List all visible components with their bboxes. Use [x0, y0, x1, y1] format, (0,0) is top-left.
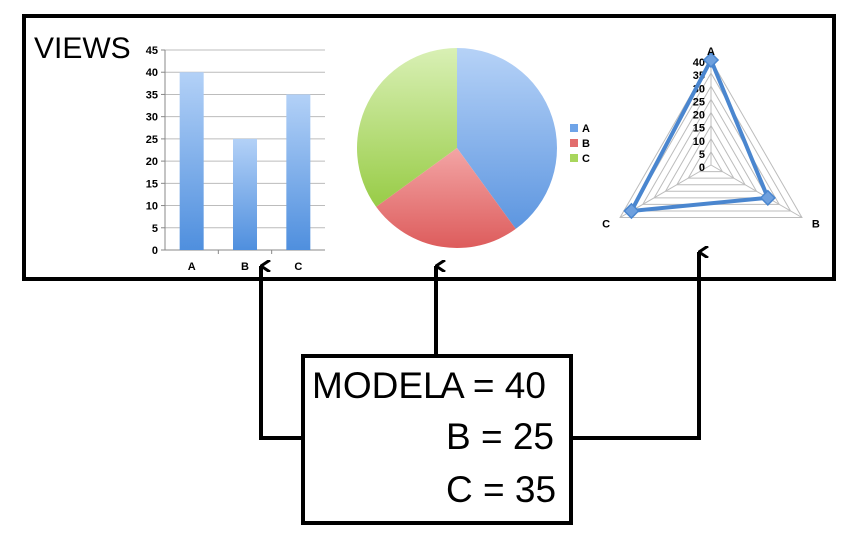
radar-point-a: [702, 51, 720, 69]
views-title: VIEWS: [34, 32, 131, 65]
bar-y-tick-label: 0: [152, 245, 158, 257]
arrow-to-bar-chart: [259, 266, 303, 440]
model-line-c: C = 35: [446, 469, 556, 510]
bar-y-tick-label: 15: [146, 178, 158, 190]
bar-y-tick-label: 40: [146, 67, 158, 79]
radar-grid-ring: [630, 72, 792, 212]
legend-swatch-c: [570, 154, 578, 162]
legend-label-b: B: [582, 138, 590, 150]
model-line-b: B = 25: [446, 416, 554, 457]
bar-y-tick-label: 5: [152, 223, 158, 235]
model-title: MODEL: [312, 365, 444, 406]
arrow-to-radar-chart: [571, 252, 699, 440]
radar-grid-ring: [698, 150, 724, 173]
bar-chart: 0 5 10 15 20 25 30 35 40 45 A B C: [146, 45, 325, 273]
radar-axis-label-b: B: [812, 219, 820, 231]
bar-x-tick-label: A: [188, 261, 196, 273]
radar-tick-label: 15: [693, 123, 705, 135]
legend-swatch-b: [570, 139, 578, 147]
radar-grid-ring: [687, 137, 735, 179]
bar-y-tick-label: 10: [146, 201, 158, 213]
legend-label-c: C: [582, 153, 590, 165]
pie-slice-c: [357, 48, 457, 207]
legend-label-a: A: [582, 123, 590, 135]
radar-point-c: [623, 202, 640, 220]
bar-x-tick-label: C: [294, 261, 302, 273]
radar-series-line: [629, 58, 770, 213]
bar-a: [179, 72, 204, 250]
bar-c: [286, 94, 311, 250]
radar-tick-label: 40: [693, 57, 705, 69]
pie-chart: [357, 48, 557, 248]
legend-swatch-a: [570, 124, 578, 132]
bar-b: [233, 138, 257, 250]
pie-slice-a: [457, 48, 557, 229]
radar-spoke: [710, 164, 803, 218]
pie-legend: ABC: [570, 123, 590, 165]
radar-grid-ring: [664, 111, 758, 192]
bar-y-tick-label: 20: [146, 156, 158, 168]
radar-tick-label: 25: [693, 96, 705, 108]
radar-point-b: [759, 189, 776, 206]
bar-y-tick-label: 45: [146, 45, 158, 57]
radar-tick-label: 10: [693, 136, 705, 148]
radar-tick-label: 0: [699, 162, 705, 174]
bar-x-tick-label: B: [241, 261, 249, 273]
radar-axis-label-c: C: [602, 219, 610, 231]
radar-tick-label: 5: [699, 149, 705, 161]
radar-tick-label: 20: [693, 110, 705, 122]
bar-y-tick-label: 30: [146, 112, 158, 124]
radar-grid-ring: [653, 98, 769, 199]
radar-grid-ring: [619, 59, 803, 218]
pie-slice-b: [376, 148, 516, 248]
model-line-a: A = 40: [440, 365, 546, 406]
bar-y-tick-label: 25: [146, 134, 158, 146]
bar-y-tick-label: 35: [146, 89, 158, 101]
radar-grid-ring: [676, 124, 746, 186]
radar-axis-label-a: A: [707, 46, 715, 58]
